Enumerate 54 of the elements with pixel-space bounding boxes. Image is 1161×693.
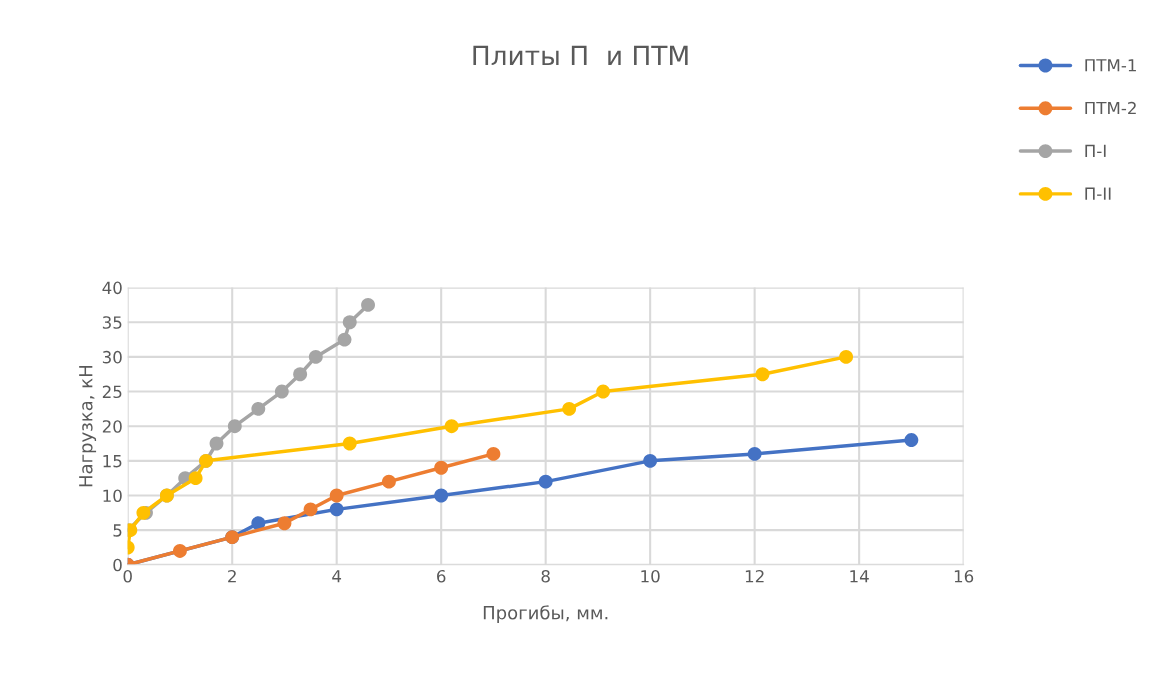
- point: [173, 543, 187, 558]
- x-tick-label: 12: [745, 569, 764, 583]
- point: [293, 367, 308, 382]
- point: [434, 460, 449, 475]
- x-tick-label: 0: [123, 569, 132, 583]
- point: [274, 384, 289, 399]
- y-tick-label: 0: [113, 558, 122, 572]
- point: [381, 474, 396, 489]
- legend-label: ПТМ-1: [1085, 59, 1136, 72]
- point: [643, 453, 658, 468]
- point: [361, 297, 375, 312]
- point: [444, 419, 459, 434]
- x-tick-label: 14: [850, 570, 869, 583]
- chart-title: Плиты П и ПТМ: [473, 45, 688, 66]
- y-tick-label: 40: [102, 281, 122, 295]
- point: [747, 446, 762, 461]
- y-tick-label: 10: [103, 489, 122, 503]
- point: [329, 488, 344, 503]
- x-tick-label: 6: [437, 569, 446, 583]
- point: [486, 446, 501, 461]
- x-axis-title: Прогибы, мм.: [483, 605, 608, 624]
- point: [562, 401, 577, 416]
- point: [596, 384, 611, 399]
- y-tick-label: 25: [102, 385, 122, 399]
- x-tick-label: 10: [641, 569, 660, 583]
- legend-label: П-II: [1085, 187, 1111, 200]
- point: [538, 474, 553, 489]
- y-tick-label: 15: [103, 455, 122, 468]
- point: [755, 367, 770, 382]
- point: [303, 502, 318, 517]
- point: [904, 433, 919, 447]
- point: [188, 471, 203, 486]
- point: [308, 349, 323, 364]
- x-tick-label: 8: [541, 569, 550, 583]
- x-tick-label: 2: [228, 569, 236, 583]
- point: [434, 488, 449, 503]
- legend-label: ПТМ-2: [1085, 101, 1136, 115]
- y-tick-label: 30: [102, 350, 122, 364]
- y-tick-label: 20: [102, 420, 122, 433]
- point: [251, 401, 266, 416]
- point: [209, 436, 224, 451]
- point: [337, 332, 352, 347]
- point: [342, 315, 357, 330]
- x-tick-label: 16: [954, 569, 974, 583]
- legend-label: П-I: [1085, 144, 1106, 157]
- x-tick-label: 4: [332, 570, 342, 583]
- point: [342, 436, 357, 451]
- point: [329, 502, 344, 517]
- y-tick-label: 5: [113, 524, 122, 537]
- point: [277, 516, 292, 531]
- point: [227, 419, 242, 434]
- y-axis-title: Нагрузка, кН: [79, 366, 97, 487]
- point: [839, 349, 854, 364]
- y-tick-label: 35: [102, 316, 122, 329]
